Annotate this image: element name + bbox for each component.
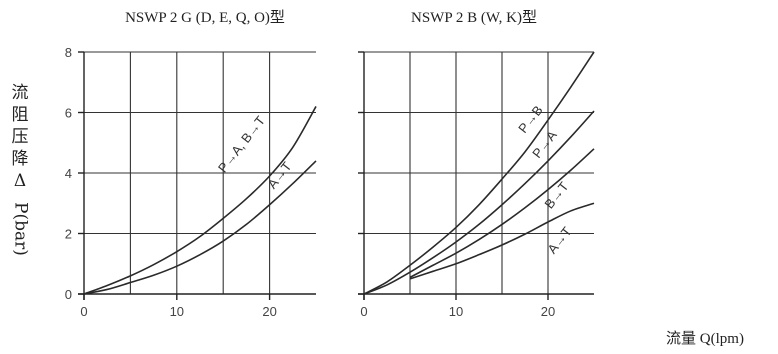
series-line <box>83 160 317 295</box>
x-tick-label: 0 <box>360 304 367 319</box>
y-tick-label: 2 <box>65 227 72 242</box>
curve-labels-left: P→A, B→TA→T <box>215 113 295 191</box>
x-axis-label: 流量 Q(lpm) <box>666 330 744 347</box>
y-axis-label: 流阻压降 Δ <box>12 83 29 191</box>
x-tick-label: 20 <box>541 304 555 319</box>
chart-nswp2b: NSWP 2 B (W, K)型 0 10 20 P→BP→AB→TA→T <box>358 9 595 319</box>
series-line <box>363 51 595 295</box>
series-line <box>409 148 595 279</box>
chart-nswp2g: NSWP 2 G (D, E, Q, O)型 0 10 20 0 2 4 6 8 P→A, B… <box>65 9 317 319</box>
y-axis-label-unit: P(bar) <box>11 202 31 256</box>
curves-right <box>363 51 595 295</box>
curve-label: B→T <box>541 179 571 212</box>
x-tick-label: 10 <box>449 304 463 319</box>
y-tick-label: 0 <box>65 287 72 302</box>
x-tick-label: 20 <box>262 304 276 319</box>
chart-title-left: NSWP 2 G (D, E, Q, O)型 <box>125 9 285 26</box>
ticks-right: 0 10 20 <box>358 51 555 319</box>
curve-label: A→T <box>544 224 574 257</box>
y-tick-label: 4 <box>65 166 72 181</box>
y-tick-label: 6 <box>65 106 72 121</box>
grid-left <box>78 51 316 300</box>
series-line <box>409 202 595 280</box>
x-tick-label: 0 <box>80 304 87 319</box>
grid-right <box>358 51 594 300</box>
series-line <box>363 110 595 295</box>
curves-left <box>83 106 317 295</box>
series-line <box>83 106 317 295</box>
x-tick-label: 10 <box>170 304 184 319</box>
chart-title-right: NSWP 2 B (W, K)型 <box>411 9 537 26</box>
ticks-left: 0 10 20 0 2 4 6 8 <box>65 45 277 319</box>
curve-label: P→A <box>529 127 560 160</box>
y-tick-label: 8 <box>65 45 72 60</box>
